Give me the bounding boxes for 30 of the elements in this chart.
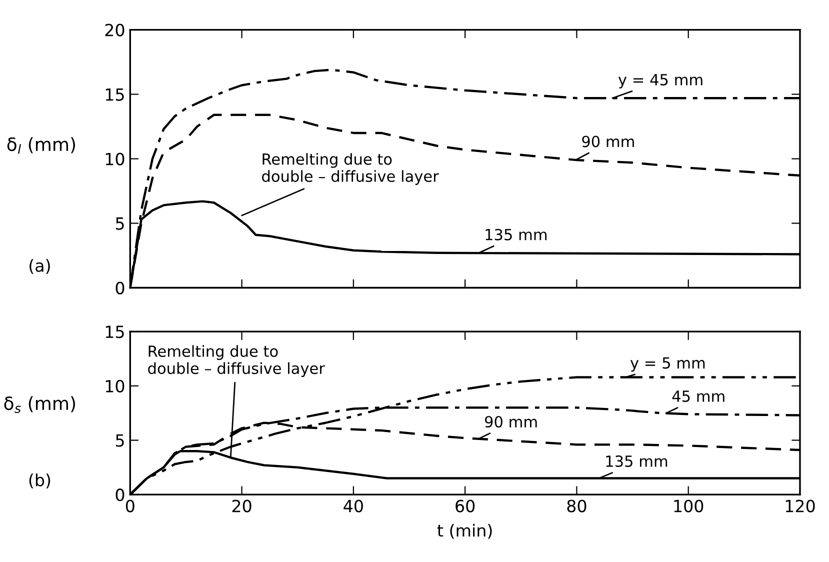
x-tick-label: 40: [344, 500, 363, 512]
y-tick-label: 0: [116, 488, 124, 502]
x-axis-title: t (min): [437, 524, 492, 539]
x-tick-label: 120: [786, 500, 815, 512]
text: (b): [29, 473, 50, 488]
x-tick-label: 20: [232, 500, 252, 512]
series-label: y = 45 mm: [618, 74, 702, 88]
text: (a): [30, 259, 50, 274]
y-tick-label: 10: [106, 152, 124, 166]
series-label: 45 mm: [672, 390, 724, 402]
series-label: 135 mm: [486, 228, 547, 240]
x-tick-label: 0: [126, 500, 134, 512]
y-tick-label: 5: [116, 434, 124, 447]
legend-label: y = 5 mm: [630, 357, 705, 372]
annotation: Remelting due to double – diffusive layer: [148, 345, 325, 378]
x-tick-label: 80: [567, 500, 586, 512]
y-axis-title: δ$_{s}$ (mm): [4, 396, 76, 414]
y-tick-label: 0: [116, 282, 124, 294]
y-axis-title: δ$_{l}$ (mm): [7, 137, 76, 154]
annotation: Remelting due to double – diffusive layer: [262, 153, 439, 185]
y-tick-label: 15: [106, 88, 124, 101]
series-label: 135 mm: [606, 455, 668, 467]
y-tick-label: 20: [105, 24, 124, 36]
y-tick-label: 10: [106, 380, 124, 392]
y-tick-label: 5: [116, 217, 124, 230]
x-tick-label: 60: [456, 500, 475, 512]
x-tick-label: 100: [674, 500, 704, 512]
series-label: 90 mm: [582, 136, 634, 148]
series-label: 90 mm: [484, 416, 537, 428]
y-tick-label: 15: [106, 326, 124, 338]
